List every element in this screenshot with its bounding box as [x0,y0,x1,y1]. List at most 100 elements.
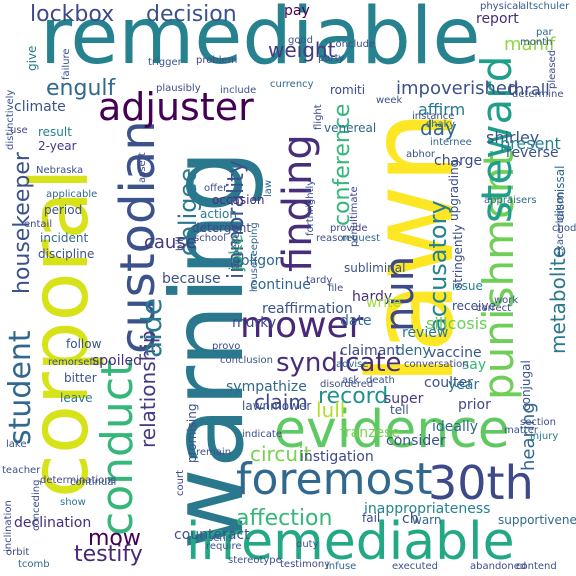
cloud-word: affirm [418,100,466,119]
cloud-word: climate [14,99,66,115]
cloud-word: prior [458,397,491,413]
cloud-word: result [38,125,72,139]
cloud-word: decision [146,2,237,27]
cloud-word: incident [40,231,89,245]
cloud-word: claimant [340,343,401,359]
cloud-word: use [10,125,28,136]
cloud-word: warn [412,513,442,527]
cloud-word: issue [452,279,483,293]
cloud-word: ask [342,375,360,386]
cloud-word: provo [212,341,241,352]
cloud-word: exacerbation [555,192,566,258]
cloud-word: metabolite [546,246,570,355]
cloud-word: lake [6,439,27,450]
cloud-word: affection [236,506,333,531]
cloud-word: altschuler [520,1,570,12]
cloud-word: inappropriateness [364,501,491,517]
cloud-word: say [462,357,487,373]
cloud-word: present [500,134,561,153]
cloud-word: venereal [324,121,377,135]
cloud-word: vaccine [428,345,482,361]
cloud-word: counteract [174,527,250,543]
cloud-word: supportiveness [498,513,576,527]
cloud-word: testimony [280,559,331,570]
cloud-word: conduct [92,360,143,537]
cloud-word: deny [396,343,431,359]
cloud-word: conclude [330,39,376,50]
cloud-word: continual [70,477,117,488]
cloud-word: circuit [250,442,312,466]
cloud-word: require [206,541,242,552]
cloud-word: conclusion [220,355,274,366]
cloud-word: housekeeping [249,222,260,292]
cloud-word: tell [390,403,409,417]
cloud-word: lawnmower [242,399,312,413]
cloud-word: stereotype [228,555,282,566]
cloud-word: tardy [306,275,333,286]
cloud-word: because [162,271,221,287]
cloud-word: conjugal [519,360,533,411]
cloud-word: follow [66,337,102,351]
cloud-word: conceding [31,480,42,532]
cloud-word: problem [196,55,238,66]
cloud-word: occasion [212,193,265,207]
cloud-word: bill [175,236,186,251]
cloud-word: date [340,313,372,329]
cloud-word: applicable [46,189,98,200]
cloud-word: give [25,46,39,72]
cloud-word: school [194,233,227,244]
cloud-word: leave [60,391,93,405]
cloud-word: law [263,180,274,198]
cloud-word: currency [270,79,314,90]
cloud-word: remediable [40,0,481,82]
cloud-word: internee [430,137,472,148]
cloud-word: continue [250,277,311,293]
cloud-word: abandoned [470,561,527,572]
cloud-word: pleased [547,50,558,90]
cloud-word: murky [232,315,277,331]
cloud-word: good [288,35,313,46]
cloud-word: physical [480,1,521,12]
cloud-word: provide [330,223,368,234]
cloud-word: year [448,377,480,393]
cloud-word: shirley [486,128,540,147]
cloud-word: infuse [326,561,357,572]
cloud-word: show [60,497,86,508]
cloud-word: super [384,391,424,407]
cloud-word: weight [268,38,336,62]
cloud-word: executed [392,561,438,572]
cloud-word: adjuster [98,85,254,129]
cloud-word: stringently [451,224,465,289]
cloud-word: ideally [432,419,479,435]
cloud-word: irremediable [186,512,515,572]
cloud-word: thrall [508,80,550,99]
cloud-word: receive [452,299,496,313]
cloud-word: obligor [232,253,281,269]
cloud-word: fail [362,511,381,525]
cloud-word: evidence [274,400,510,460]
cloud-word: coulter [424,375,473,391]
cloud-word: inclination [3,500,14,552]
cloud-word: include [220,85,257,96]
cloud-word: claim [254,390,308,414]
cloud-word: pay [284,3,310,19]
cloud-word: engulf [46,76,116,101]
cloud-word: aide [135,298,168,358]
cloud-word: bitter [64,371,97,385]
cloud-word: ch [402,511,419,527]
cloud-word: death [366,375,395,386]
cloud-word: sympathize [226,379,307,395]
cloud-word: spoiled [92,353,143,369]
cloud-word: write [366,295,402,311]
cloud-word: lockbox [30,2,115,27]
cloud-word: shaky [426,119,456,130]
cloud-word: mower [240,305,364,346]
cloud-word: trigger [148,57,182,68]
cloud-word: discipline [38,247,95,261]
cloud-word: instance [412,111,455,122]
cloud-word: forthrightly [305,180,316,237]
cloud-word: Nebraska [36,165,84,176]
cloud-word: hardy [352,289,393,305]
cloud-word: subliminal [344,261,406,275]
